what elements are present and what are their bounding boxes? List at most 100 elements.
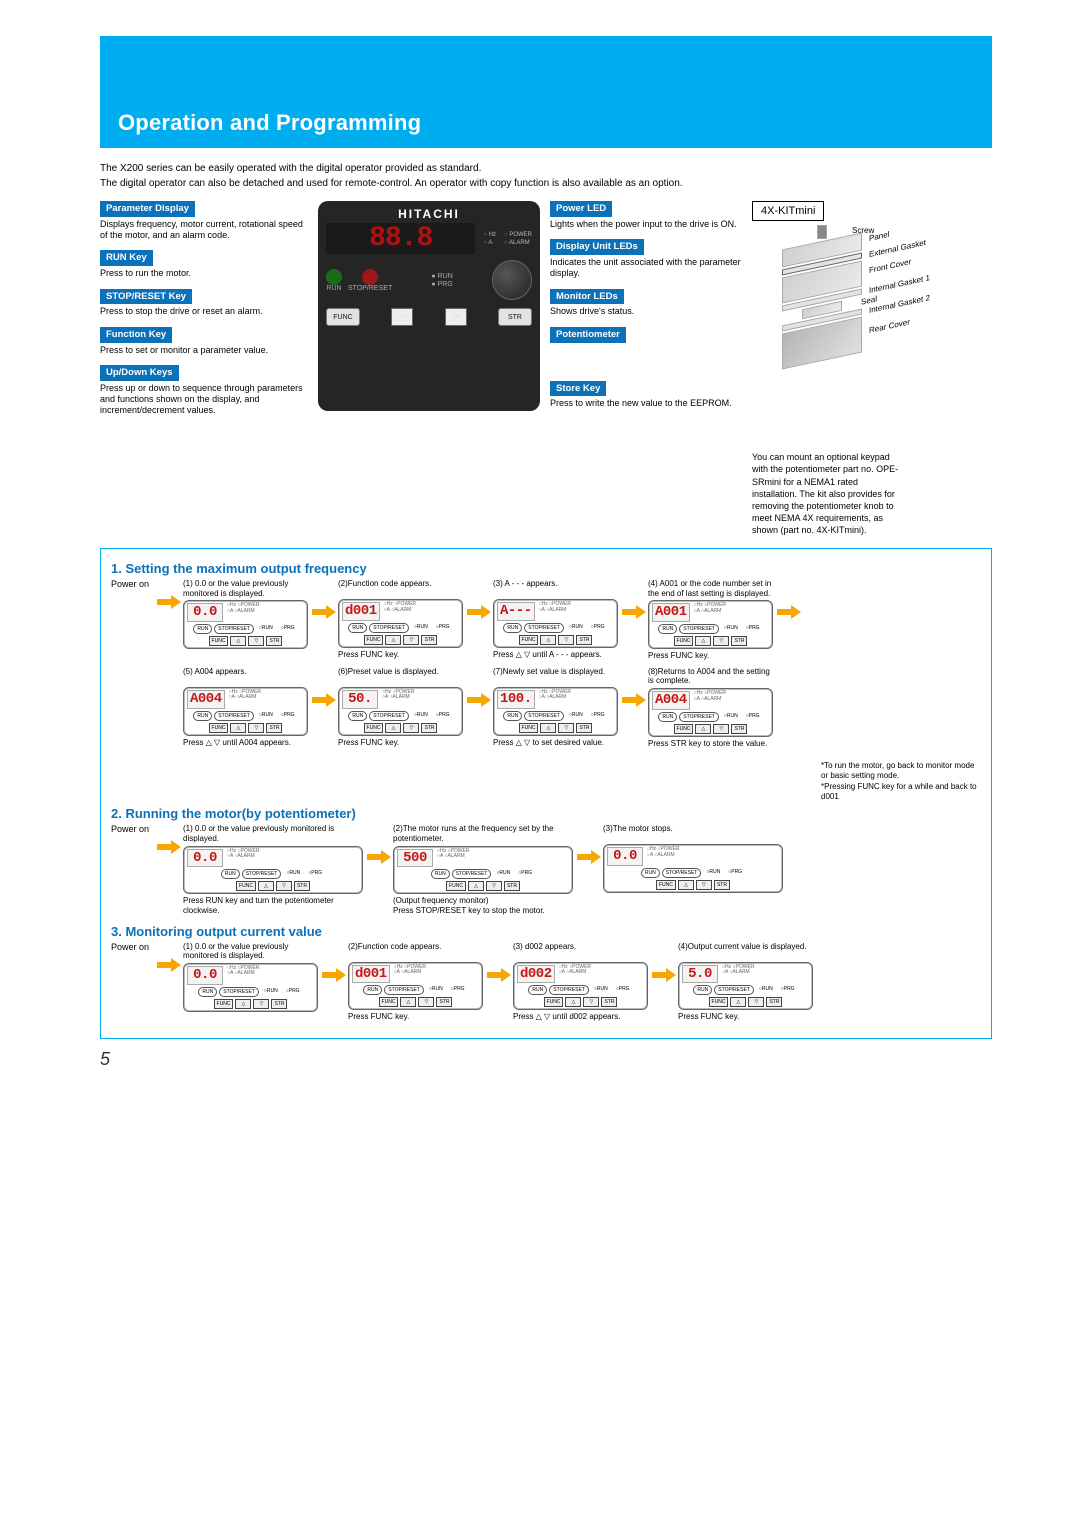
mini-down-btn[interactable]: ▽ <box>486 881 502 891</box>
mini-func-btn[interactable]: FUNC <box>364 635 384 645</box>
mini-run-btn[interactable]: RUN <box>658 624 677 634</box>
mini-run-btn[interactable]: RUN <box>193 624 212 634</box>
mini-func-btn[interactable]: FUNC <box>656 880 676 890</box>
panel-up-button[interactable]: △1 <box>391 308 413 326</box>
mini-str-btn[interactable]: STR <box>421 723 437 733</box>
mini-str-btn[interactable]: STR <box>504 881 520 891</box>
mini-run-btn[interactable]: RUN <box>693 985 712 995</box>
mini-run-btn[interactable]: RUN <box>221 869 240 879</box>
mini-str-btn[interactable]: STR <box>766 997 782 1007</box>
panel-func-button[interactable]: FUNC <box>326 308 360 326</box>
mini-func-btn[interactable]: FUNC <box>236 881 256 891</box>
mini-run-btn[interactable]: RUN <box>193 711 212 721</box>
mini-func-btn[interactable]: FUNC <box>544 997 564 1007</box>
mini-up-btn[interactable]: △ <box>468 881 484 891</box>
mini-run-led: ○RUN <box>261 987 281 997</box>
mini-up-btn[interactable]: △ <box>695 724 711 734</box>
mini-down-btn[interactable]: ▽ <box>403 723 419 733</box>
mini-down-btn[interactable]: ▽ <box>748 997 764 1007</box>
mini-func-btn[interactable]: FUNC <box>364 723 384 733</box>
mini-run-btn[interactable]: RUN <box>198 987 217 997</box>
mini-func-btn[interactable]: FUNC <box>519 723 539 733</box>
potentiometer-knob[interactable] <box>492 260 532 300</box>
mini-up-btn[interactable]: △ <box>230 636 246 646</box>
mini-up-btn[interactable]: △ <box>730 997 746 1007</box>
mini-up-btn[interactable]: △ <box>400 997 416 1007</box>
mini-str-btn[interactable]: STR <box>576 723 592 733</box>
mini-str-btn[interactable]: STR <box>294 881 310 891</box>
mini-stop-btn[interactable]: STOP/RESET <box>219 987 259 997</box>
panel-stop-button[interactable]: STOP/RESET <box>348 285 392 292</box>
mini-str-btn[interactable]: STR <box>601 997 617 1007</box>
panel-str-button[interactable]: STR <box>498 308 532 326</box>
panel-down-button[interactable]: ▽2 <box>445 308 467 326</box>
mini-str-btn[interactable]: STR <box>266 723 282 733</box>
mini-prg-led: ○PRG <box>433 711 453 721</box>
mini-down-btn[interactable]: ▽ <box>558 635 574 645</box>
mini-up-btn[interactable]: △ <box>258 881 274 891</box>
mini-str-btn[interactable]: STR <box>421 635 437 645</box>
mini-stop-btn[interactable]: STOP/RESET <box>214 711 254 721</box>
mini-func-btn[interactable]: FUNC <box>446 881 466 891</box>
mini-func-btn[interactable]: FUNC <box>709 997 729 1007</box>
mini-down-btn[interactable]: ▽ <box>276 881 292 891</box>
mini-leds: ○Hz ○POWER○A ○ALARM <box>722 965 754 976</box>
mini-stop-btn[interactable]: STOP/RESET <box>452 869 492 879</box>
mini-up-btn[interactable]: △ <box>565 997 581 1007</box>
mini-down-btn[interactable]: ▽ <box>696 880 712 890</box>
mini-up-btn[interactable]: △ <box>385 723 401 733</box>
mini-stop-btn[interactable]: STOP/RESET <box>679 712 719 722</box>
mini-up-btn[interactable]: △ <box>235 999 251 1009</box>
mini-down-btn[interactable]: ▽ <box>253 999 269 1009</box>
mini-func-btn[interactable]: FUNC <box>209 723 229 733</box>
mini-down-btn[interactable]: ▽ <box>713 636 729 646</box>
mini-up-btn[interactable]: △ <box>230 723 246 733</box>
mini-run-btn[interactable]: RUN <box>348 711 367 721</box>
mini-down-btn[interactable]: ▽ <box>248 636 264 646</box>
mini-run-btn[interactable]: RUN <box>528 985 547 995</box>
mini-str-btn[interactable]: STR <box>731 636 747 646</box>
panel-run-button[interactable]: RUN <box>326 285 341 292</box>
mini-stop-btn[interactable]: STOP/RESET <box>524 623 564 633</box>
mini-up-btn[interactable]: △ <box>540 635 556 645</box>
mini-stop-btn[interactable]: STOP/RESET <box>714 985 754 995</box>
mini-stop-btn[interactable]: STOP/RESET <box>679 624 719 634</box>
mini-stop-btn[interactable]: STOP/RESET <box>369 711 409 721</box>
mini-run-btn[interactable]: RUN <box>503 623 522 633</box>
mini-run-btn[interactable]: RUN <box>348 623 367 633</box>
mini-stop-btn[interactable]: STOP/RESET <box>524 711 564 721</box>
mini-str-btn[interactable]: STR <box>714 880 730 890</box>
mini-func-btn[interactable]: FUNC <box>674 724 694 734</box>
mini-up-btn[interactable]: △ <box>678 880 694 890</box>
mini-up-btn[interactable]: △ <box>540 723 556 733</box>
mini-down-btn[interactable]: ▽ <box>248 723 264 733</box>
mini-str-btn[interactable]: STR <box>731 724 747 734</box>
mini-func-btn[interactable]: FUNC <box>674 636 694 646</box>
mini-str-btn[interactable]: STR <box>271 999 287 1009</box>
mini-up-btn[interactable]: △ <box>385 635 401 645</box>
mini-stop-btn[interactable]: STOP/RESET <box>549 985 589 995</box>
mini-str-btn[interactable]: STR <box>266 636 282 646</box>
mini-str-btn[interactable]: STR <box>436 997 452 1007</box>
mini-down-btn[interactable]: ▽ <box>558 723 574 733</box>
mini-func-btn[interactable]: FUNC <box>519 635 539 645</box>
mini-down-btn[interactable]: ▽ <box>418 997 434 1007</box>
mini-func-btn[interactable]: FUNC <box>214 999 234 1009</box>
mini-down-btn[interactable]: ▽ <box>713 724 729 734</box>
mini-stop-btn[interactable]: STOP/RESET <box>369 623 409 633</box>
mini-stop-btn[interactable]: STOP/RESET <box>242 869 282 879</box>
mini-run-btn[interactable]: RUN <box>431 869 450 879</box>
mini-stop-btn[interactable]: STOP/RESET <box>384 985 424 995</box>
mini-stop-btn[interactable]: STOP/RESET <box>214 624 254 634</box>
mini-down-btn[interactable]: ▽ <box>583 997 599 1007</box>
mini-up-btn[interactable]: △ <box>695 636 711 646</box>
mini-run-btn[interactable]: RUN <box>363 985 382 995</box>
mini-run-btn[interactable]: RUN <box>658 712 677 722</box>
mini-down-btn[interactable]: ▽ <box>403 635 419 645</box>
mini-run-btn[interactable]: RUN <box>641 868 660 878</box>
mini-str-btn[interactable]: STR <box>576 635 592 645</box>
mini-func-btn[interactable]: FUNC <box>209 636 229 646</box>
mini-func-btn[interactable]: FUNC <box>379 997 399 1007</box>
mini-run-btn[interactable]: RUN <box>503 711 522 721</box>
mini-stop-btn[interactable]: STOP/RESET <box>662 868 702 878</box>
